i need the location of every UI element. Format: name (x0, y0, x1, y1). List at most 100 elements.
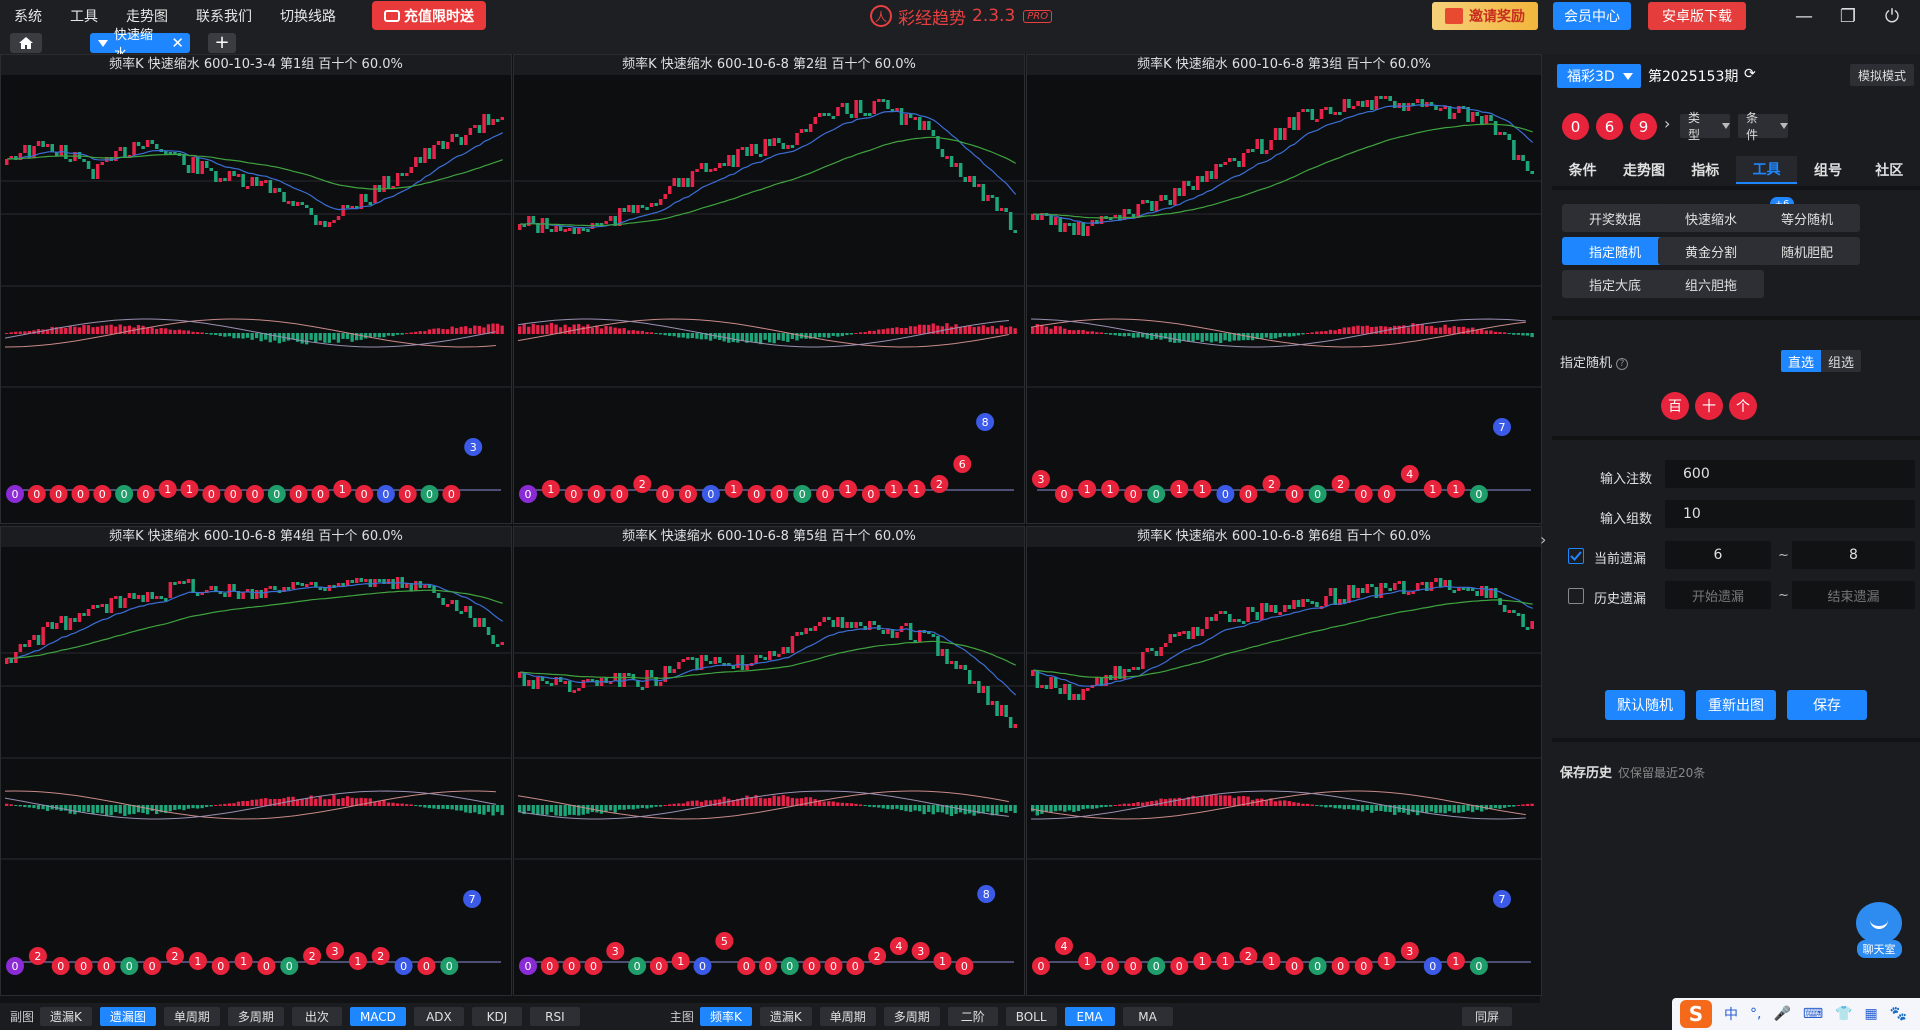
tab-quick-shrink[interactable]: 快速缩水 ✕ (90, 28, 190, 62)
chart-panel-3[interactable]: 频率K 快速缩水 600-10-6-8 第3组 百十个 60.0% 3 0 1 1 0 0 1… (1026, 54, 1542, 524)
sub-indicator-button-6[interactable]: ADX (413, 1007, 464, 1026)
sub-indicator-button-0[interactable]: 遗漏K (40, 1007, 92, 1026)
chart-panel-1[interactable]: 频率K 快速缩水 600-10-3-4 第1组 百十个 60.0% 0 0 0 0 0 0 0… (0, 54, 512, 524)
history-miss-from[interactable]: 开始遗漏 (1665, 581, 1771, 609)
default-random-button[interactable]: 默认随机 (1605, 690, 1685, 720)
main-indicator-button-6[interactable]: EMA (1064, 1007, 1115, 1026)
minimize-button[interactable]: — (1795, 5, 1813, 27)
refresh-icon[interactable]: ⟳ (1744, 66, 1756, 82)
menu-system[interactable]: 系统 (14, 9, 42, 25)
recharge-promo-button[interactable]: 充值限时送 (372, 1, 486, 30)
type-dropdown[interactable]: 类型 (1680, 111, 1730, 142)
history-miss-to[interactable]: 结束遗漏 (1792, 581, 1915, 609)
help-icon[interactable]: ? (1616, 357, 1629, 370)
candle (468, 606, 473, 618)
chart-panel-5[interactable]: 频率K 快速缩水 600-10-6-8 第5组 百十个 60.0% 0 0 0 0 3 0 0… (513, 526, 1025, 996)
macd-bar (577, 805, 581, 816)
home-button[interactable] (10, 33, 42, 53)
tool-golden-split[interactable]: 黄金分割 (1658, 237, 1764, 265)
sub-indicator-button-3[interactable]: 多周期 (227, 1007, 284, 1026)
android-download-button[interactable]: 安卓版下载 (1648, 2, 1746, 30)
current-miss-from[interactable]: 6 (1665, 541, 1771, 569)
power-button[interactable]: ⏻ (1884, 5, 1900, 27)
position-hundreds[interactable]: 百 (1661, 392, 1689, 420)
condition-dropdown[interactable]: 条件 (1738, 111, 1788, 142)
chat-room-button[interactable]: 聊天室 (1852, 902, 1906, 970)
menu-switch-line[interactable]: 切换线路 (280, 9, 336, 25)
tool-specified-random[interactable]: 指定随机 (1562, 237, 1668, 265)
candle (581, 680, 586, 688)
add-tab-button[interactable]: + (208, 33, 236, 53)
input-bets-field[interactable]: 600 (1665, 460, 1915, 488)
position-units[interactable]: 个 (1729, 392, 1757, 420)
tool-draw-data[interactable]: 开奖数据 (1562, 204, 1668, 232)
chart-panel-6[interactable]: 频率K 快速缩水 600-10-6-8 第6组 百十个 60.0% 0 4 1 0 0 0 0… (1026, 526, 1542, 996)
expand-panel-icon[interactable]: › (1540, 530, 1547, 549)
chevron-right-icon[interactable]: › (1664, 114, 1671, 133)
tab-1[interactable]: 走势图 (1622, 163, 1665, 179)
tab-4[interactable]: 组号 (1813, 163, 1842, 179)
redraw-button[interactable]: 重新出图 (1696, 690, 1776, 720)
tool-equal-random[interactable]: 等分随机 (1754, 204, 1860, 232)
macd-bar (1195, 797, 1200, 806)
seg-group[interactable]: 组选 (1821, 350, 1861, 372)
menu-tools[interactable]: 工具 (70, 9, 98, 25)
tool-random-gall[interactable]: 随机胆配 (1754, 237, 1860, 265)
candle (1475, 112, 1479, 116)
chart-panel-4[interactable]: 频率K 快速缩水 600-10-6-8 第4组 百十个 60.0% 0 2 0 0 0 0 0… (0, 526, 512, 996)
current-miss-to[interactable]: 8 (1792, 541, 1915, 569)
tool-group6-drag[interactable]: 组六胆拖 (1658, 270, 1764, 298)
ime-item[interactable]: °, (1750, 1006, 1762, 1022)
main-indicator-button-7[interactable]: MA (1122, 1007, 1173, 1026)
tab-2[interactable]: 指标 (1691, 163, 1720, 179)
main-chart-label: 主图 (669, 1010, 694, 1024)
main-indicator-button-3[interactable]: 多周期 (883, 1007, 940, 1026)
restore-button[interactable]: ❐ (1839, 5, 1857, 27)
microphone-icon[interactable]: 🎤 (1773, 1006, 1791, 1022)
tool-quick-shrink[interactable]: 快速缩水 (1658, 204, 1764, 232)
main-indicator-button-5[interactable]: BOLL (1005, 1007, 1057, 1026)
main-indicator-button-2[interactable]: 单周期 (819, 1007, 876, 1026)
member-center-button[interactable]: 会员中心 (1553, 2, 1631, 30)
seg-direct[interactable]: 直选 (1781, 350, 1821, 372)
macd-bar (731, 799, 735, 806)
sub-indicator-button-8[interactable]: RSI (529, 1007, 580, 1026)
sub-indicator-button-4[interactable]: 出次 (291, 1007, 342, 1026)
sub-indicator-button-5[interactable]: MACD (349, 1007, 406, 1026)
close-icon[interactable]: ✕ (171, 34, 184, 52)
sync-screen-button[interactable]: 同屏 (1462, 1007, 1512, 1026)
tool-specified-base[interactable]: 指定大底 (1562, 270, 1668, 298)
sub-indicator-button-1[interactable]: 遗漏图 (99, 1007, 156, 1026)
current-miss-checkbox[interactable] (1568, 548, 1584, 564)
simulation-mode-button[interactable]: 模拟模式 (1850, 64, 1914, 86)
macd-bar (500, 325, 504, 334)
menu-trend[interactable]: 走势图 (126, 9, 168, 25)
ime-logo-icon[interactable]: S (1680, 1000, 1712, 1028)
macd-bar (391, 802, 395, 806)
tab-5[interactable]: 社区 (1875, 163, 1904, 179)
miss-ball-label: 1 (339, 483, 346, 496)
tab-0[interactable]: 条件 (1568, 163, 1597, 179)
macd-bar (1342, 805, 1346, 810)
history-miss-checkbox[interactable] (1568, 588, 1584, 604)
main-indicator-button-1[interactable]: 遗漏K (759, 1007, 812, 1026)
lottery-select[interactable]: 福彩3D (1557, 64, 1641, 88)
main-indicator-button-0[interactable]: 频率K (699, 1007, 752, 1026)
candle (350, 580, 354, 583)
sub-indicator-button-7[interactable]: KDJ (471, 1007, 522, 1026)
sub-indicator-button-2[interactable]: 单周期 (163, 1007, 220, 1026)
invite-reward-button[interactable]: 邀请奖励 (1432, 2, 1538, 30)
ime-item[interactable]: 中 (1724, 1007, 1738, 1023)
input-groups-field[interactable]: 10 (1665, 500, 1915, 528)
macd-bar (245, 333, 250, 338)
menu-contact[interactable]: 联系我们 (196, 9, 252, 25)
save-button[interactable]: 保存 (1787, 690, 1867, 720)
toolbox-icon[interactable]: ▦ (1864, 1006, 1878, 1022)
skin-icon[interactable]: 👕 (1835, 1006, 1853, 1022)
main-indicator-button-4[interactable]: 二阶 (947, 1007, 998, 1026)
position-tens[interactable]: 十 (1695, 392, 1723, 420)
tab-3[interactable]: 工具 (1735, 156, 1798, 184)
keyboard-icon[interactable]: ⌨ (1802, 1006, 1824, 1022)
mascot-icon[interactable]: 🐾 (1889, 1006, 1908, 1022)
chart-panel-2[interactable]: 频率K 快速缩水 600-10-6-8 第2组 百十个 60.0% 0 1 0 0 0 2 0… (513, 54, 1025, 524)
